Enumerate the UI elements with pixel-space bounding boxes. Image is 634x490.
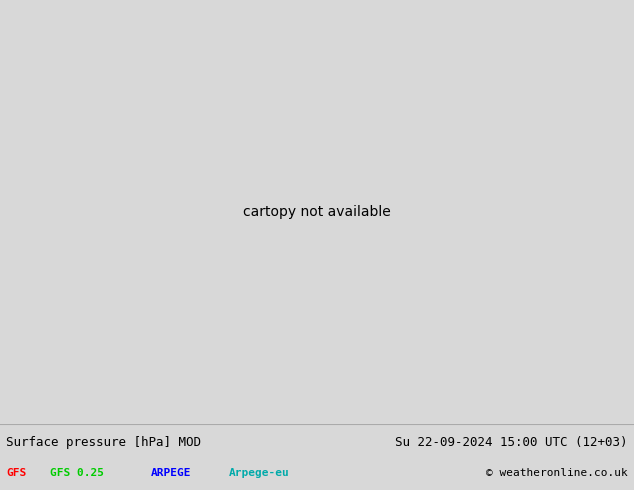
Text: Surface pressure [hPa] MOD: Surface pressure [hPa] MOD bbox=[6, 436, 202, 449]
Text: Su 22-09-2024 15:00 UTC (12+03): Su 22-09-2024 15:00 UTC (12+03) bbox=[395, 436, 628, 449]
Text: Arpege-eu: Arpege-eu bbox=[229, 468, 290, 478]
Text: GFS: GFS bbox=[6, 468, 27, 478]
Text: © weatheronline.co.uk: © weatheronline.co.uk bbox=[486, 468, 628, 478]
Text: ARPEGE: ARPEGE bbox=[151, 468, 191, 478]
Text: GFS 0.25: GFS 0.25 bbox=[50, 468, 104, 478]
Text: cartopy not available: cartopy not available bbox=[243, 205, 391, 219]
